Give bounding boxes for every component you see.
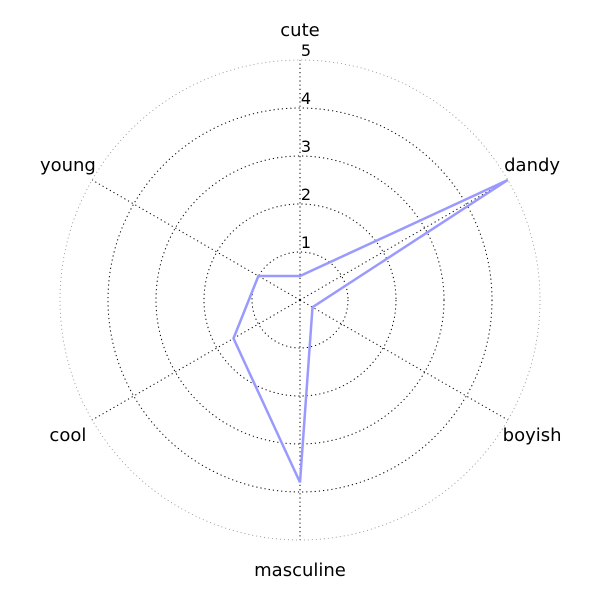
radial-tick-label: 4	[301, 89, 311, 108]
category-label-masculine: masculine	[254, 560, 346, 581]
spoke-young	[91, 179, 301, 301]
grid-ring-2	[203, 203, 397, 397]
radial-tick-label: 5	[301, 41, 311, 60]
radial-tick-labels: 1 2 3 4 5	[301, 41, 311, 252]
grid-ring-4	[107, 107, 493, 493]
series-line-0	[232, 178, 509, 483]
spoke-boyish	[299, 299, 509, 421]
radial-tick-label: 2	[301, 185, 311, 204]
category-label-young: young	[40, 155, 96, 176]
grid-ring-1	[251, 251, 349, 349]
category-label-cool: cool	[49, 425, 86, 446]
category-labels: cute dandy boyish masculine cool young	[40, 20, 562, 581]
spoke-dandy	[299, 179, 509, 301]
category-label-cute: cute	[280, 20, 319, 41]
radial-tick-label: 3	[301, 137, 311, 156]
radial-tick-label: 1	[301, 233, 311, 252]
category-label-boyish: boyish	[503, 425, 562, 446]
radar-series	[232, 178, 509, 483]
spoke-cool	[91, 299, 301, 421]
category-label-dandy: dandy	[504, 155, 560, 176]
grid-ring-3	[155, 155, 445, 445]
